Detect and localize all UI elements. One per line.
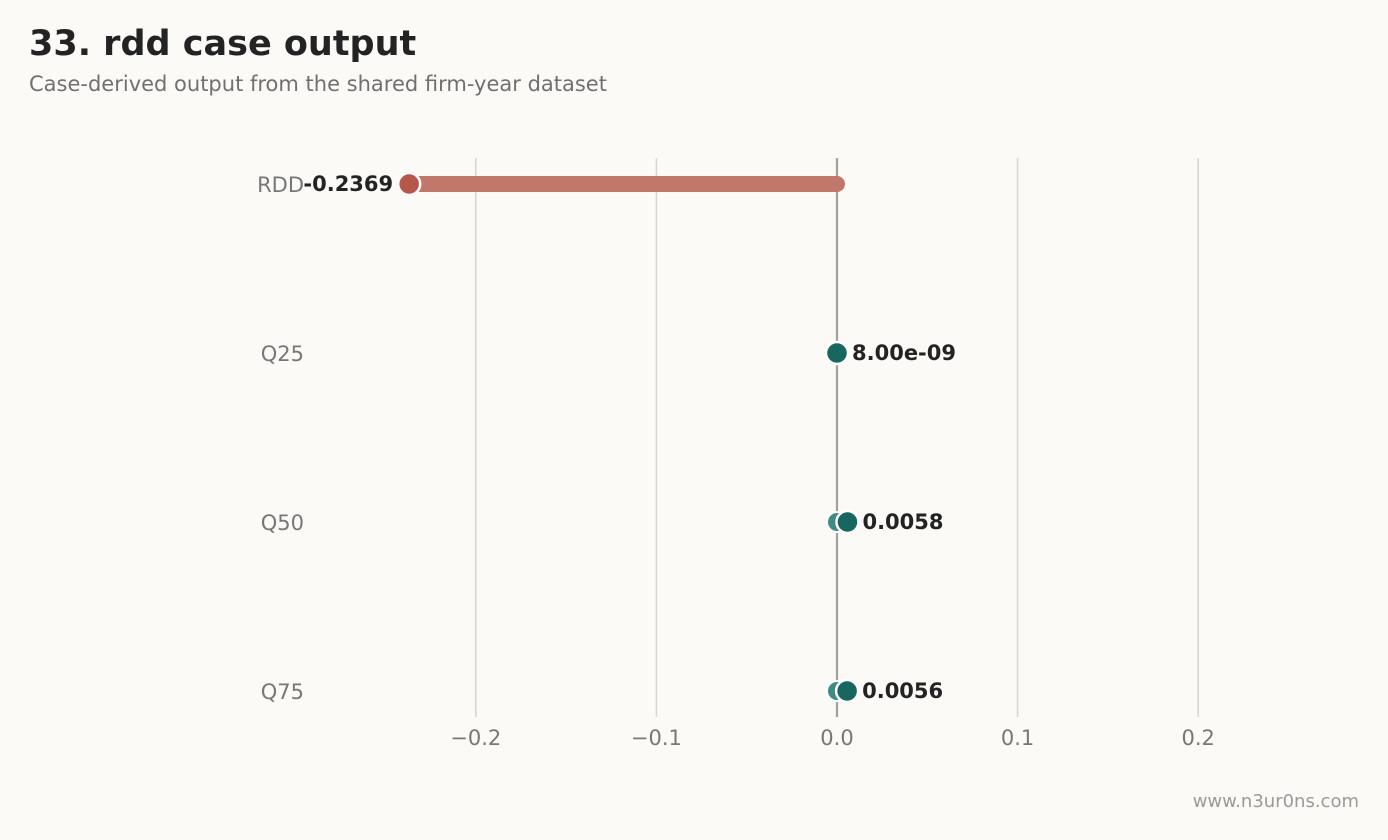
bars: [401, 176, 856, 699]
x-tick-label: −0.2: [450, 726, 501, 750]
x-tick-label: 0.0: [820, 726, 853, 750]
value-dot: [835, 509, 860, 535]
value-label: 8.00e-09: [852, 341, 956, 365]
grid-lines: [474, 158, 1199, 717]
watermark: www.n3ur0ns.com: [1192, 791, 1359, 812]
x-tick-label: 0.2: [1181, 726, 1214, 750]
x-tick-label: 0.1: [1001, 726, 1034, 750]
x-tick-label: −0.1: [631, 726, 682, 750]
labels: −0.2 −0.1 0.0 0.1 0.2 RDD -0.2369 Q25 8.00e-09 Q5…: [257, 172, 1215, 750]
value-label: -0.2369: [303, 172, 393, 196]
category-label: Q25: [261, 342, 304, 366]
chart-subtitle: Case-derived output from the shared firm…: [29, 72, 607, 96]
value-label: 0.0056: [862, 679, 943, 703]
dots: [396, 171, 860, 704]
value-dot: [834, 678, 860, 704]
category-label: Q75: [261, 680, 304, 704]
category-label: Q50: [261, 511, 304, 535]
value-label: 0.0058: [862, 510, 943, 534]
category-label: RDD: [257, 173, 304, 197]
value-dot: [824, 340, 850, 366]
value-dot: [396, 171, 422, 197]
chart-title: 33. rdd case output: [29, 24, 417, 64]
